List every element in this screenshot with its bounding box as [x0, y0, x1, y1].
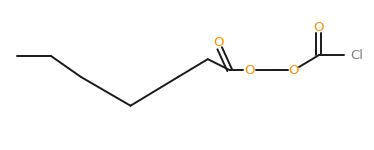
- Text: O: O: [244, 64, 255, 76]
- Text: O: O: [214, 36, 224, 49]
- Text: O: O: [313, 21, 324, 34]
- Text: O: O: [288, 64, 298, 76]
- Text: Cl: Cl: [350, 49, 364, 62]
